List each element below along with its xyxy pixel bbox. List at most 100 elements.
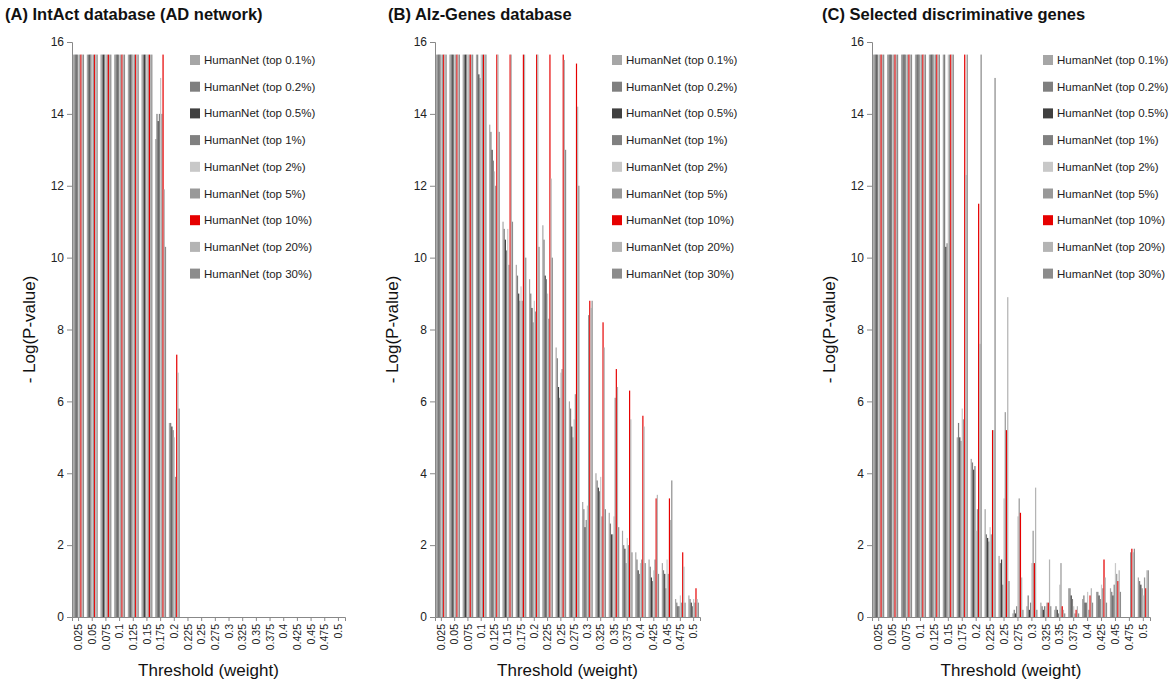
bar [299, 617, 300, 618]
bar [896, 55, 897, 617]
bar [638, 570, 639, 617]
tick: 0.15 [141, 617, 153, 644]
bar [623, 545, 624, 617]
tick-mark [67, 401, 72, 402]
bar [985, 509, 986, 617]
tick-label: 0 [857, 610, 864, 624]
tick-label: 10 [414, 251, 428, 265]
bar [1105, 577, 1106, 617]
bar [437, 55, 438, 617]
bar [551, 179, 552, 617]
tick: 0.175 [515, 617, 527, 650]
x-axis: 0.0250.050.0750.10.1250.150.1750.20.2250… [435, 617, 700, 650]
bar [272, 617, 273, 618]
tick-label: 0.3 [1026, 624, 1038, 639]
bar [681, 603, 682, 617]
tick-label: 0.375 [621, 624, 633, 650]
legend-swatch [612, 162, 622, 172]
bar [1120, 592, 1121, 617]
tick-mark [667, 617, 668, 621]
bar [1103, 560, 1104, 618]
tick-label: 8 [57, 323, 64, 337]
bar [242, 617, 243, 618]
tick: 0.075 [900, 617, 912, 650]
tick-mark [867, 114, 872, 115]
tick-label: 0.325 [594, 624, 606, 650]
bar [100, 55, 101, 617]
tick-label: 0.275 [209, 624, 221, 650]
bar [556, 347, 557, 617]
title: (A) IntAct database (AD network) [5, 5, 263, 23]
bar [1006, 430, 1007, 617]
bar [1028, 595, 1029, 617]
y-axis: 0246810121416 [851, 35, 873, 624]
legend-swatch [190, 162, 200, 172]
legend-label: HumanNet (top 2%) [626, 161, 728, 173]
bar [297, 617, 298, 618]
bar [185, 617, 186, 618]
bar [136, 55, 137, 617]
bar [587, 506, 588, 617]
bar [964, 55, 965, 617]
tick-label: 0.05 [86, 624, 98, 645]
bar [1102, 588, 1103, 617]
bar [879, 55, 880, 617]
bar [281, 617, 282, 618]
tick-mark [653, 617, 654, 621]
bar [1064, 613, 1065, 617]
tick-mark [1017, 617, 1018, 621]
bar [267, 617, 268, 618]
bar [1041, 606, 1042, 617]
tick: 0.4 [277, 617, 289, 639]
bar [1063, 610, 1064, 617]
bar [665, 588, 666, 617]
legend-swatch [612, 215, 622, 225]
bar [611, 534, 612, 617]
tick-mark [481, 617, 482, 621]
tick: 0 [57, 610, 72, 624]
bar [1068, 588, 1069, 617]
tick-mark [430, 473, 435, 474]
bar [973, 470, 974, 617]
bar [156, 114, 157, 617]
bar [993, 430, 994, 617]
bar [179, 409, 180, 617]
bar [945, 247, 946, 617]
bar [79, 55, 80, 617]
bar [479, 78, 480, 617]
bar [911, 55, 912, 617]
bar [313, 617, 314, 618]
tick-label: 14 [851, 107, 865, 121]
bar [1054, 610, 1055, 617]
bar [578, 186, 579, 617]
tick-mark [1115, 617, 1116, 621]
bar [148, 55, 149, 617]
bar [196, 617, 197, 618]
bar [921, 55, 922, 617]
bar [586, 520, 587, 617]
bar [269, 617, 270, 618]
tick-label: 10 [851, 251, 865, 265]
tick-mark [67, 258, 72, 259]
bar [1086, 603, 1087, 617]
tick: 0.25 [998, 617, 1010, 644]
legend-label: HumanNet (top 10%) [204, 214, 312, 226]
bar [517, 276, 518, 617]
tick: 0.15 [942, 617, 954, 644]
bar [286, 617, 287, 618]
bar [212, 617, 213, 618]
bar [987, 538, 988, 617]
tick: 0.375 [264, 617, 276, 650]
tick: 0.325 [594, 617, 606, 650]
tick: 2 [57, 538, 72, 552]
bar [261, 617, 262, 618]
bar [1057, 610, 1058, 617]
tick: 0.125 [928, 617, 940, 650]
bar [490, 132, 491, 617]
legend-label: HumanNet (top 30%) [204, 268, 312, 280]
bar [602, 322, 603, 617]
bar [215, 617, 216, 618]
tick-mark [105, 617, 106, 621]
legend-swatch [190, 189, 200, 199]
legend-swatch [1043, 135, 1053, 145]
